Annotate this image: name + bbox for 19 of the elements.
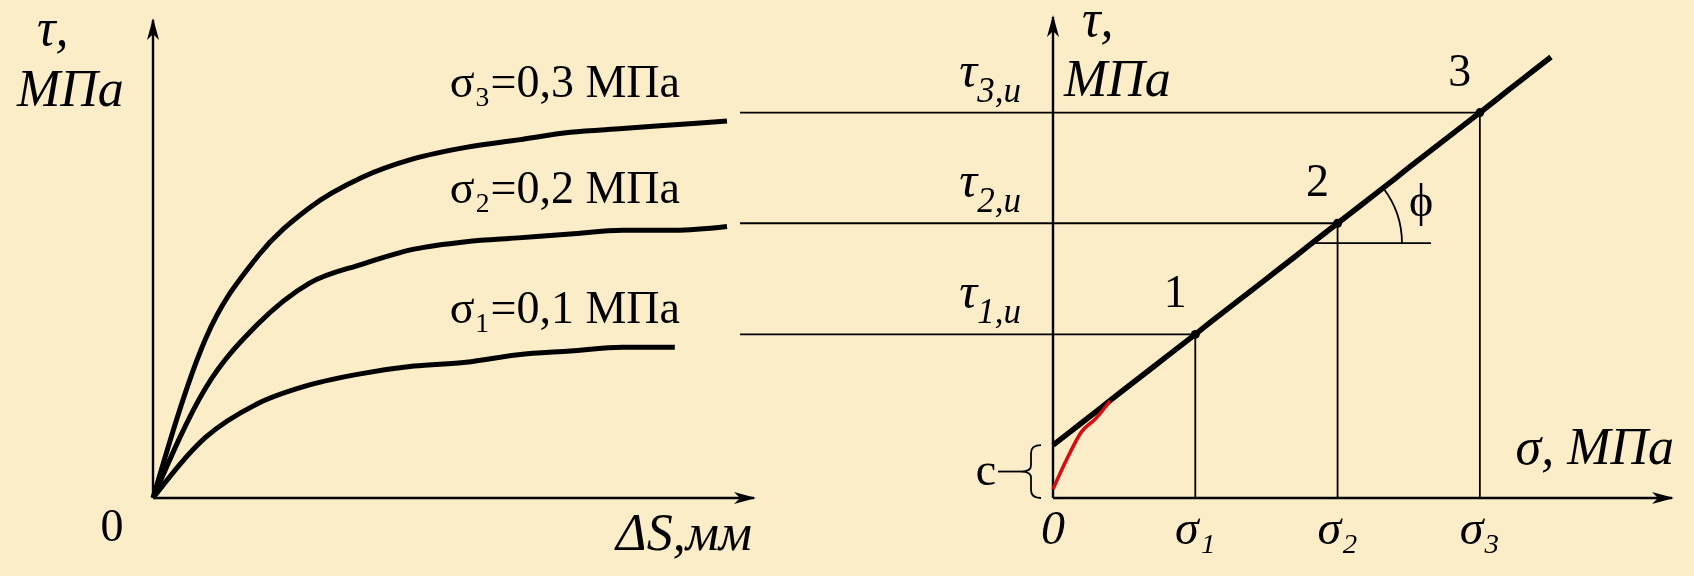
x-tick-label: σ₂ — [1317, 501, 1358, 554]
x-tick-label: σ₁ — [1175, 501, 1216, 554]
series-label: σ₂=0,2 МПа — [449, 161, 680, 213]
text: c — [975, 444, 997, 495]
series-label: σ₃=0,3 МПа — [449, 56, 680, 107]
y-axis-title: τ, МПа — [1063, 0, 1171, 107]
annotation: 3 — [1448, 44, 1472, 96]
ref-line-label: τ$_{3,u}$ — [959, 41, 1021, 110]
series-label: σ₁=0,1 МПа — [449, 282, 680, 334]
annotation: ϕ — [1408, 175, 1434, 226]
ref-line-label: τ$_{1,u}$ — [959, 263, 1021, 332]
x-tick-label: 0 — [1041, 501, 1065, 554]
x-axis-title: σ, МПа — [1515, 418, 1674, 475]
annotation: 2 — [1306, 155, 1330, 207]
y-axis-title: τ, МПа — [16, 0, 124, 117]
ref-line-label: τ$_{2,u}$ — [959, 152, 1021, 221]
annotation: 1 — [1163, 266, 1187, 318]
x-tick-label: σ₃ — [1459, 501, 1501, 554]
x-axis-title: ΔS,мм — [614, 504, 752, 561]
